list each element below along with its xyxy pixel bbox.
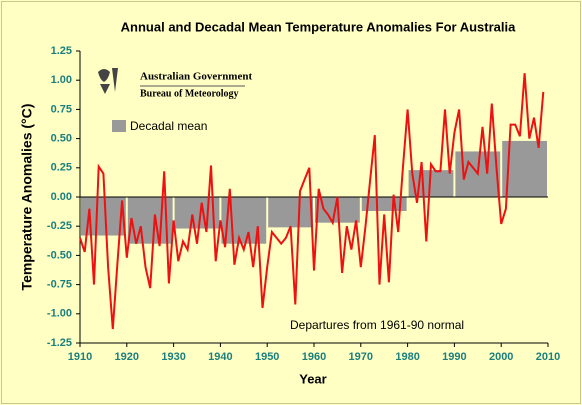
y-tick-label: 0.50 [51,133,72,145]
y-tick-label: -0.50 [47,249,72,261]
y-tick-label: 1.00 [51,74,72,86]
y-tick-label: -1.25 [47,337,72,349]
x-tick-label: 2010 [536,351,560,363]
annotation: Departures from 1961-90 normal [290,318,464,332]
x-tick-label: 1910 [68,351,92,363]
x-tick-label: 1960 [302,351,326,363]
y-tick-label: 0.75 [51,103,72,115]
logo: Australian Government Bureau of Meteorol… [98,68,252,99]
x-tick-label: 1920 [115,351,139,363]
y-tick-label: 0.25 [51,162,72,174]
x-axis-label: Year [299,371,326,386]
x-tick-label: 2000 [489,351,513,363]
logo-text: Bureau of Meteorology [140,88,239,99]
chart-title: Annual and Decadal Mean Temperature Anom… [121,19,516,34]
bar [268,197,313,228]
crest [98,68,118,94]
x-tick-label: 1930 [161,351,185,363]
y-tick-label: 0.00 [51,191,72,203]
x-tick-label: 1940 [208,351,232,363]
y-axis-label: Temperature Anomalies (°C) [19,104,35,291]
y-tick-label: -0.25 [47,220,72,232]
legend-label: Decadal mean [130,119,207,133]
x-tick-label: 1970 [349,351,373,363]
y-tick-label: 1.25 [51,45,72,57]
annual-line [79,73,545,330]
x-tick-label: 1950 [255,351,279,363]
logo-text: Australian Government [140,71,252,83]
y-tick-label: -0.75 [47,279,72,291]
legend-swatch [112,120,126,132]
y-tick-label: -1.00 [47,308,72,320]
x-tick-label: 1980 [395,351,419,363]
x-tick-label: 1990 [442,351,466,363]
